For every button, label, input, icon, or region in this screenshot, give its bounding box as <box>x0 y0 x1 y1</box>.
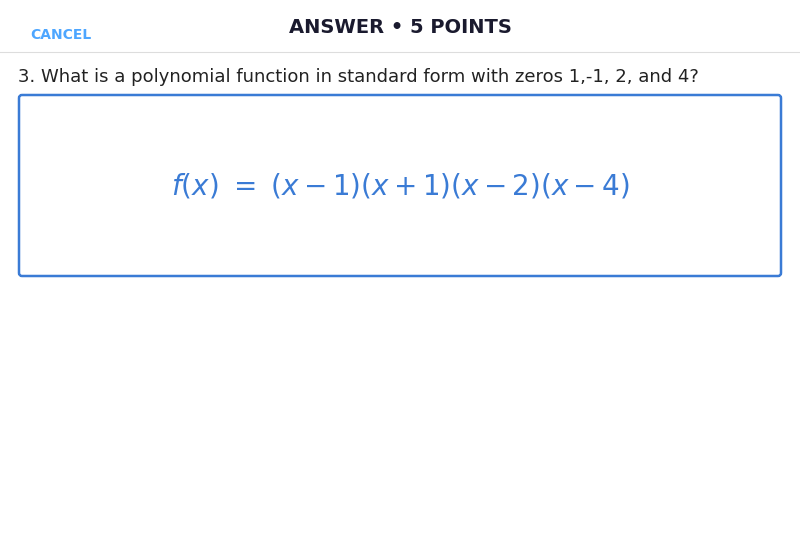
FancyBboxPatch shape <box>19 95 781 276</box>
Text: 3. What is a polynomial function in standard form with zeros 1,-1, 2, and 4?: 3. What is a polynomial function in stan… <box>18 68 699 86</box>
Text: $\mathit{f}(x)\ =\ (x-1)(x+1)(x-2)(x-4)$: $\mathit{f}(x)\ =\ (x-1)(x+1)(x-2)(x-4)$ <box>170 171 630 200</box>
Text: ANSWER • 5 POINTS: ANSWER • 5 POINTS <box>289 18 511 37</box>
Text: CANCEL: CANCEL <box>30 28 91 42</box>
